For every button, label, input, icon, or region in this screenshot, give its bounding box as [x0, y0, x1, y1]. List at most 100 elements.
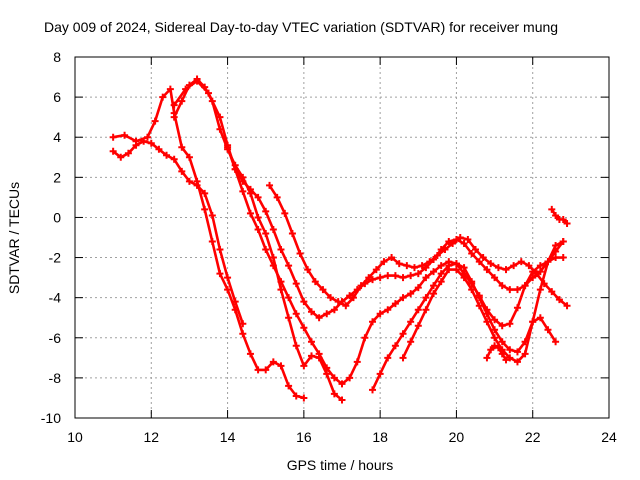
- data-point: [437, 262, 445, 270]
- data-point: [166, 85, 174, 93]
- data-point: [246, 209, 254, 217]
- data-point: [513, 286, 521, 294]
- data-point: [502, 266, 510, 274]
- y-tick-label: -2: [49, 250, 62, 266]
- data-point: [391, 272, 399, 280]
- data-point: [254, 193, 262, 201]
- data-point: [414, 284, 422, 292]
- data-point: [178, 167, 186, 175]
- data-point: [155, 145, 163, 153]
- data-point: [506, 320, 514, 328]
- data-point: [369, 276, 377, 284]
- data-point: [178, 97, 186, 105]
- data-point: [498, 322, 506, 330]
- x-tick-label: 24: [601, 429, 617, 445]
- data-point: [159, 93, 167, 101]
- data-point: [300, 362, 308, 370]
- data-point: [414, 322, 422, 330]
- data-point: [327, 294, 335, 302]
- data-point: [349, 294, 357, 302]
- data-point: [330, 306, 338, 314]
- data-point: [224, 143, 232, 151]
- data-point: [460, 264, 468, 272]
- data-point: [418, 262, 426, 270]
- data-point: [460, 240, 468, 248]
- data-point: [475, 294, 483, 302]
- data-point: [109, 147, 117, 155]
- data-point: [498, 350, 506, 358]
- data-point: [254, 225, 262, 233]
- data-point: [231, 165, 239, 173]
- y-tick-label: -4: [49, 290, 62, 306]
- data-point: [185, 177, 193, 185]
- data-point: [269, 225, 277, 233]
- data-point: [170, 155, 178, 163]
- series-line-track-1: [111, 139, 245, 325]
- data-point: [315, 350, 323, 358]
- chart-title: Day 009 of 2024, Sidereal Day-to-day VTE…: [44, 19, 558, 35]
- data-point: [430, 290, 438, 298]
- y-tick-label: -8: [49, 370, 62, 386]
- data-point: [376, 310, 384, 318]
- data-point: [185, 153, 193, 161]
- data-point: [525, 262, 533, 270]
- data-point: [513, 358, 521, 366]
- data-point: [399, 294, 407, 302]
- data-point: [430, 282, 438, 290]
- plot-frame: [74, 56, 610, 419]
- data-point: [292, 392, 300, 400]
- data-point: [254, 366, 262, 374]
- data-point: [285, 262, 293, 270]
- data-point: [391, 342, 399, 350]
- data-point: [239, 187, 247, 195]
- data-point: [399, 354, 407, 362]
- data-point: [311, 278, 319, 286]
- data-point: [292, 280, 300, 288]
- data-point: [346, 292, 354, 300]
- data-point: [323, 370, 331, 378]
- data-point: [506, 286, 514, 294]
- data-point: [361, 334, 369, 342]
- data-point: [468, 250, 476, 258]
- data-point: [468, 278, 476, 286]
- data-point: [224, 286, 232, 294]
- data-point: [521, 350, 529, 358]
- x-tick-label: 10: [67, 429, 83, 445]
- data-point: [548, 288, 556, 296]
- data-point: [422, 306, 430, 314]
- data-point: [121, 131, 129, 139]
- data-point: [552, 254, 560, 262]
- data-point: [300, 298, 308, 306]
- y-tick-label: -10: [41, 410, 61, 426]
- data-point: [517, 258, 525, 266]
- data-point: [338, 396, 346, 404]
- data-point: [124, 149, 132, 157]
- data-point: [513, 348, 521, 356]
- data-point: [357, 282, 365, 290]
- data-point: [380, 258, 388, 266]
- data-point: [163, 151, 171, 159]
- data-point: [117, 153, 125, 161]
- data-point: [464, 236, 472, 244]
- data-point: [491, 342, 499, 350]
- data-point: [307, 338, 315, 346]
- data-point: [216, 113, 224, 121]
- data-point: [559, 215, 567, 223]
- data-point: [407, 272, 415, 280]
- data-point: [346, 374, 354, 382]
- data-point: [529, 274, 537, 282]
- data-point: [552, 211, 560, 219]
- data-point: [277, 278, 285, 286]
- data-point: [399, 274, 407, 282]
- data-point: [205, 89, 212, 97]
- data-point: [529, 318, 537, 326]
- data-point: [353, 358, 361, 366]
- data-point: [536, 314, 544, 322]
- data-point: [479, 254, 487, 262]
- data-point: [262, 246, 270, 254]
- data-point: [552, 338, 560, 346]
- data-point: [285, 382, 293, 390]
- data-point: [246, 350, 254, 358]
